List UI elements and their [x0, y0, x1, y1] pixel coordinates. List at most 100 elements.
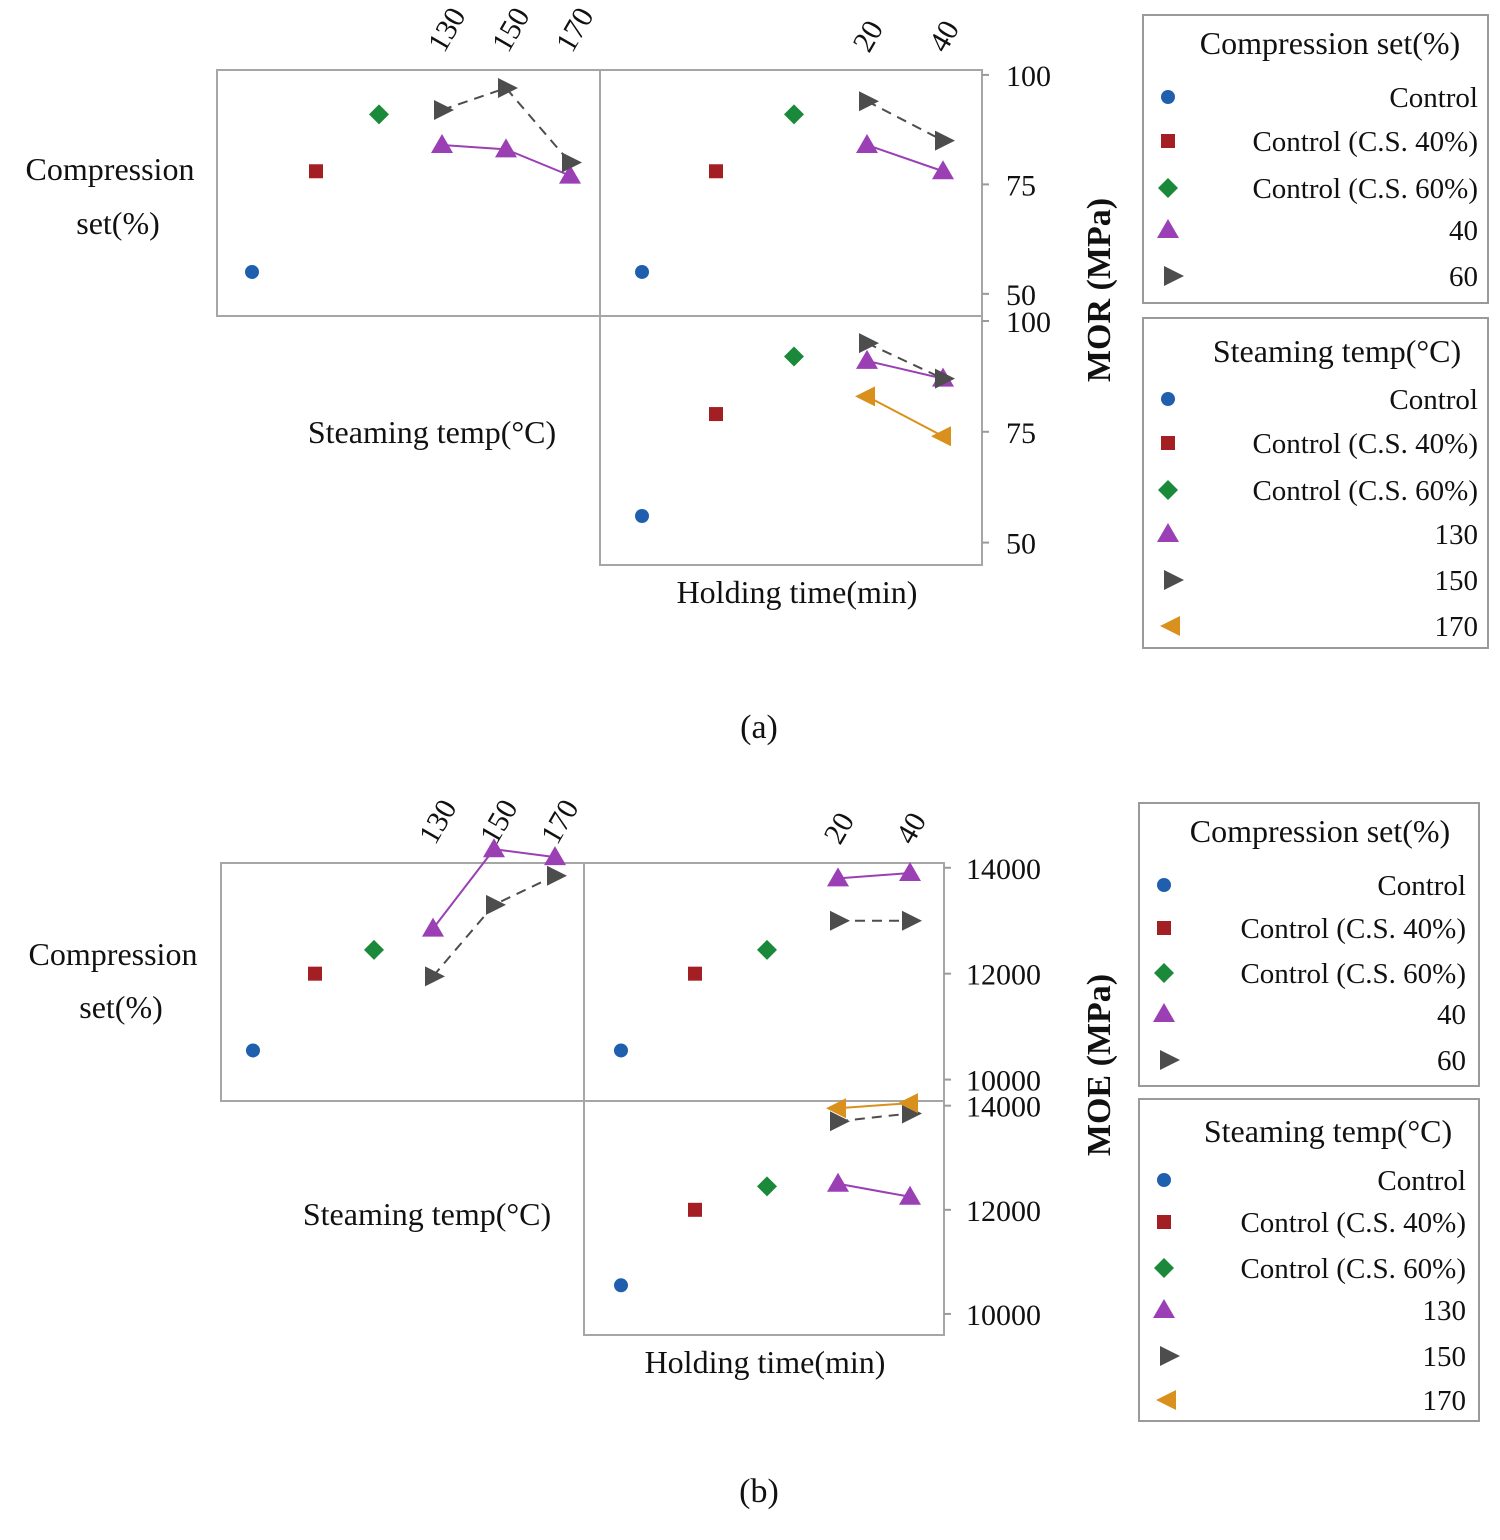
legend-item-label: Control — [1377, 870, 1466, 902]
point-series-60 — [547, 865, 567, 886]
row-label-compression: set(%) — [79, 989, 163, 1025]
series-line-40 — [432, 848, 556, 930]
point-series-170 — [826, 1098, 846, 1119]
legend-item-label: Control — [1377, 1165, 1466, 1197]
point-cs60 — [369, 104, 389, 125]
point-series-150 — [935, 368, 955, 389]
panel-compression-vs-holding-marks — [635, 91, 955, 279]
point-cs40 — [709, 407, 723, 422]
legend-item-label: 150 — [1435, 565, 1479, 597]
series-line-60 — [866, 100, 944, 142]
legend-marker — [1153, 1003, 1175, 1022]
row-label-compression: Compression — [26, 151, 195, 187]
legend-item-label: Control (C.S. 60%) — [1252, 475, 1478, 507]
legend-title: Compression set(%) — [1190, 813, 1450, 849]
legend-title: Steaming temp(°C) — [1213, 333, 1461, 369]
legend-item-label: Control (C.S. 60%) — [1240, 1253, 1466, 1285]
panel-temp-vs-holding — [599, 315, 983, 566]
panel-temp-vs-holding-marks — [614, 1093, 922, 1293]
series-line-150 — [866, 342, 944, 380]
legend-item-label: 60 — [1449, 261, 1478, 293]
series-line-150 — [837, 1112, 911, 1123]
point-cs40 — [309, 164, 323, 179]
point-series-170 — [855, 386, 875, 407]
point-cs60 — [784, 104, 804, 125]
panel-compression-vs-temp-marks — [245, 78, 582, 279]
legend-item-label: Control (C.S. 60%) — [1252, 173, 1478, 205]
legend-box — [1142, 14, 1489, 304]
temp-tick-label: 130 — [421, 2, 472, 57]
legend-item-label: 170 — [1435, 611, 1479, 643]
point-series-40 — [483, 838, 505, 858]
point-series-40 — [899, 862, 921, 882]
legend-compression: Compression set(%) Control Control (C.S. 4… — [1138, 802, 1480, 1087]
panel-compression-vs-temp — [216, 69, 601, 317]
legend-title: Compression set(%) — [1200, 25, 1460, 61]
legend-marker — [1164, 266, 1184, 286]
legend-item-label: Control — [1389, 82, 1478, 114]
point-cs40 — [688, 966, 702, 981]
panel-temp-vs-holding-marks — [635, 333, 955, 523]
point-cs60 — [784, 346, 804, 367]
legend-box — [1138, 1098, 1480, 1422]
y-axis-title: MOE (MPa) — [1081, 974, 1118, 1156]
legend-marker — [1157, 1173, 1171, 1187]
point-control — [614, 1043, 628, 1058]
subfigure-caption: (b) — [739, 1473, 779, 1510]
legend-item-label: Control (C.S. 40%) — [1252, 428, 1478, 460]
legend-marker — [1153, 1299, 1175, 1318]
y-axis-title: MOR (MPa) — [1081, 198, 1118, 382]
point-series-40 — [544, 846, 566, 866]
y-tick-label-bottom: 14000 — [966, 1091, 1041, 1124]
y-tick-label-bottom: 75 — [1006, 417, 1036, 450]
point-series-60 — [902, 910, 922, 931]
point-control — [635, 508, 649, 523]
row-label-compression: set(%) — [76, 205, 160, 241]
legend-marker — [1161, 436, 1175, 450]
holding-tick-label: 20 — [817, 807, 861, 849]
legend-marker — [1160, 616, 1180, 636]
legend-marker — [1161, 392, 1175, 406]
legend-steaming: Steaming temp(°C) Control Control (C.S. 40… — [1138, 1098, 1480, 1422]
point-cs60 — [364, 939, 384, 960]
point-series-60 — [830, 910, 850, 931]
temp-tick-label: 130 — [412, 794, 463, 849]
panel-temp-vs-holding — [583, 1100, 945, 1336]
point-control — [635, 264, 649, 279]
legend-marker — [1161, 134, 1175, 148]
legend-steaming: Steaming temp(°C) Control Control (C.S. 40… — [1142, 317, 1489, 649]
point-series-130 — [899, 1185, 921, 1205]
legend-marker — [1164, 570, 1184, 590]
panel-compression-vs-holding — [599, 69, 983, 317]
row-label-compression: Compression — [29, 936, 198, 972]
y-tick-label-top: 10000 — [966, 1065, 1041, 1098]
x-axis-title-holding: Holding time(min) — [645, 1344, 886, 1380]
legend-item-label: 40 — [1437, 999, 1466, 1031]
legend-item-label: Control (C.S. 40%) — [1240, 1207, 1466, 1239]
point-series-60 — [434, 99, 454, 120]
series-line-130 — [866, 359, 944, 380]
row-label-steaming: Steaming temp(°C) — [308, 414, 556, 450]
legend-marker — [1154, 1258, 1174, 1278]
point-series-40 — [559, 164, 581, 184]
point-series-60 — [935, 130, 955, 151]
point-series-60 — [859, 91, 879, 112]
subfigure-caption: (a) — [740, 709, 778, 746]
y-tick-label-top: 75 — [1006, 169, 1036, 202]
temp-tick-label: 150 — [473, 794, 524, 849]
point-control — [614, 1278, 628, 1293]
legend-marker — [1154, 963, 1174, 983]
legend-item-label: Control (C.S. 60%) — [1240, 958, 1466, 990]
point-series-60 — [498, 78, 518, 99]
legend-item-label: 130 — [1423, 1295, 1467, 1327]
point-series-40 — [932, 160, 954, 180]
point-series-130 — [856, 349, 878, 369]
y-tick-label-top: 100 — [1006, 60, 1051, 93]
legend-marker — [1157, 219, 1179, 238]
legend-box — [1142, 317, 1489, 649]
point-series-60 — [562, 152, 582, 173]
point-series-150 — [902, 1103, 922, 1124]
point-cs60 — [757, 1176, 777, 1197]
